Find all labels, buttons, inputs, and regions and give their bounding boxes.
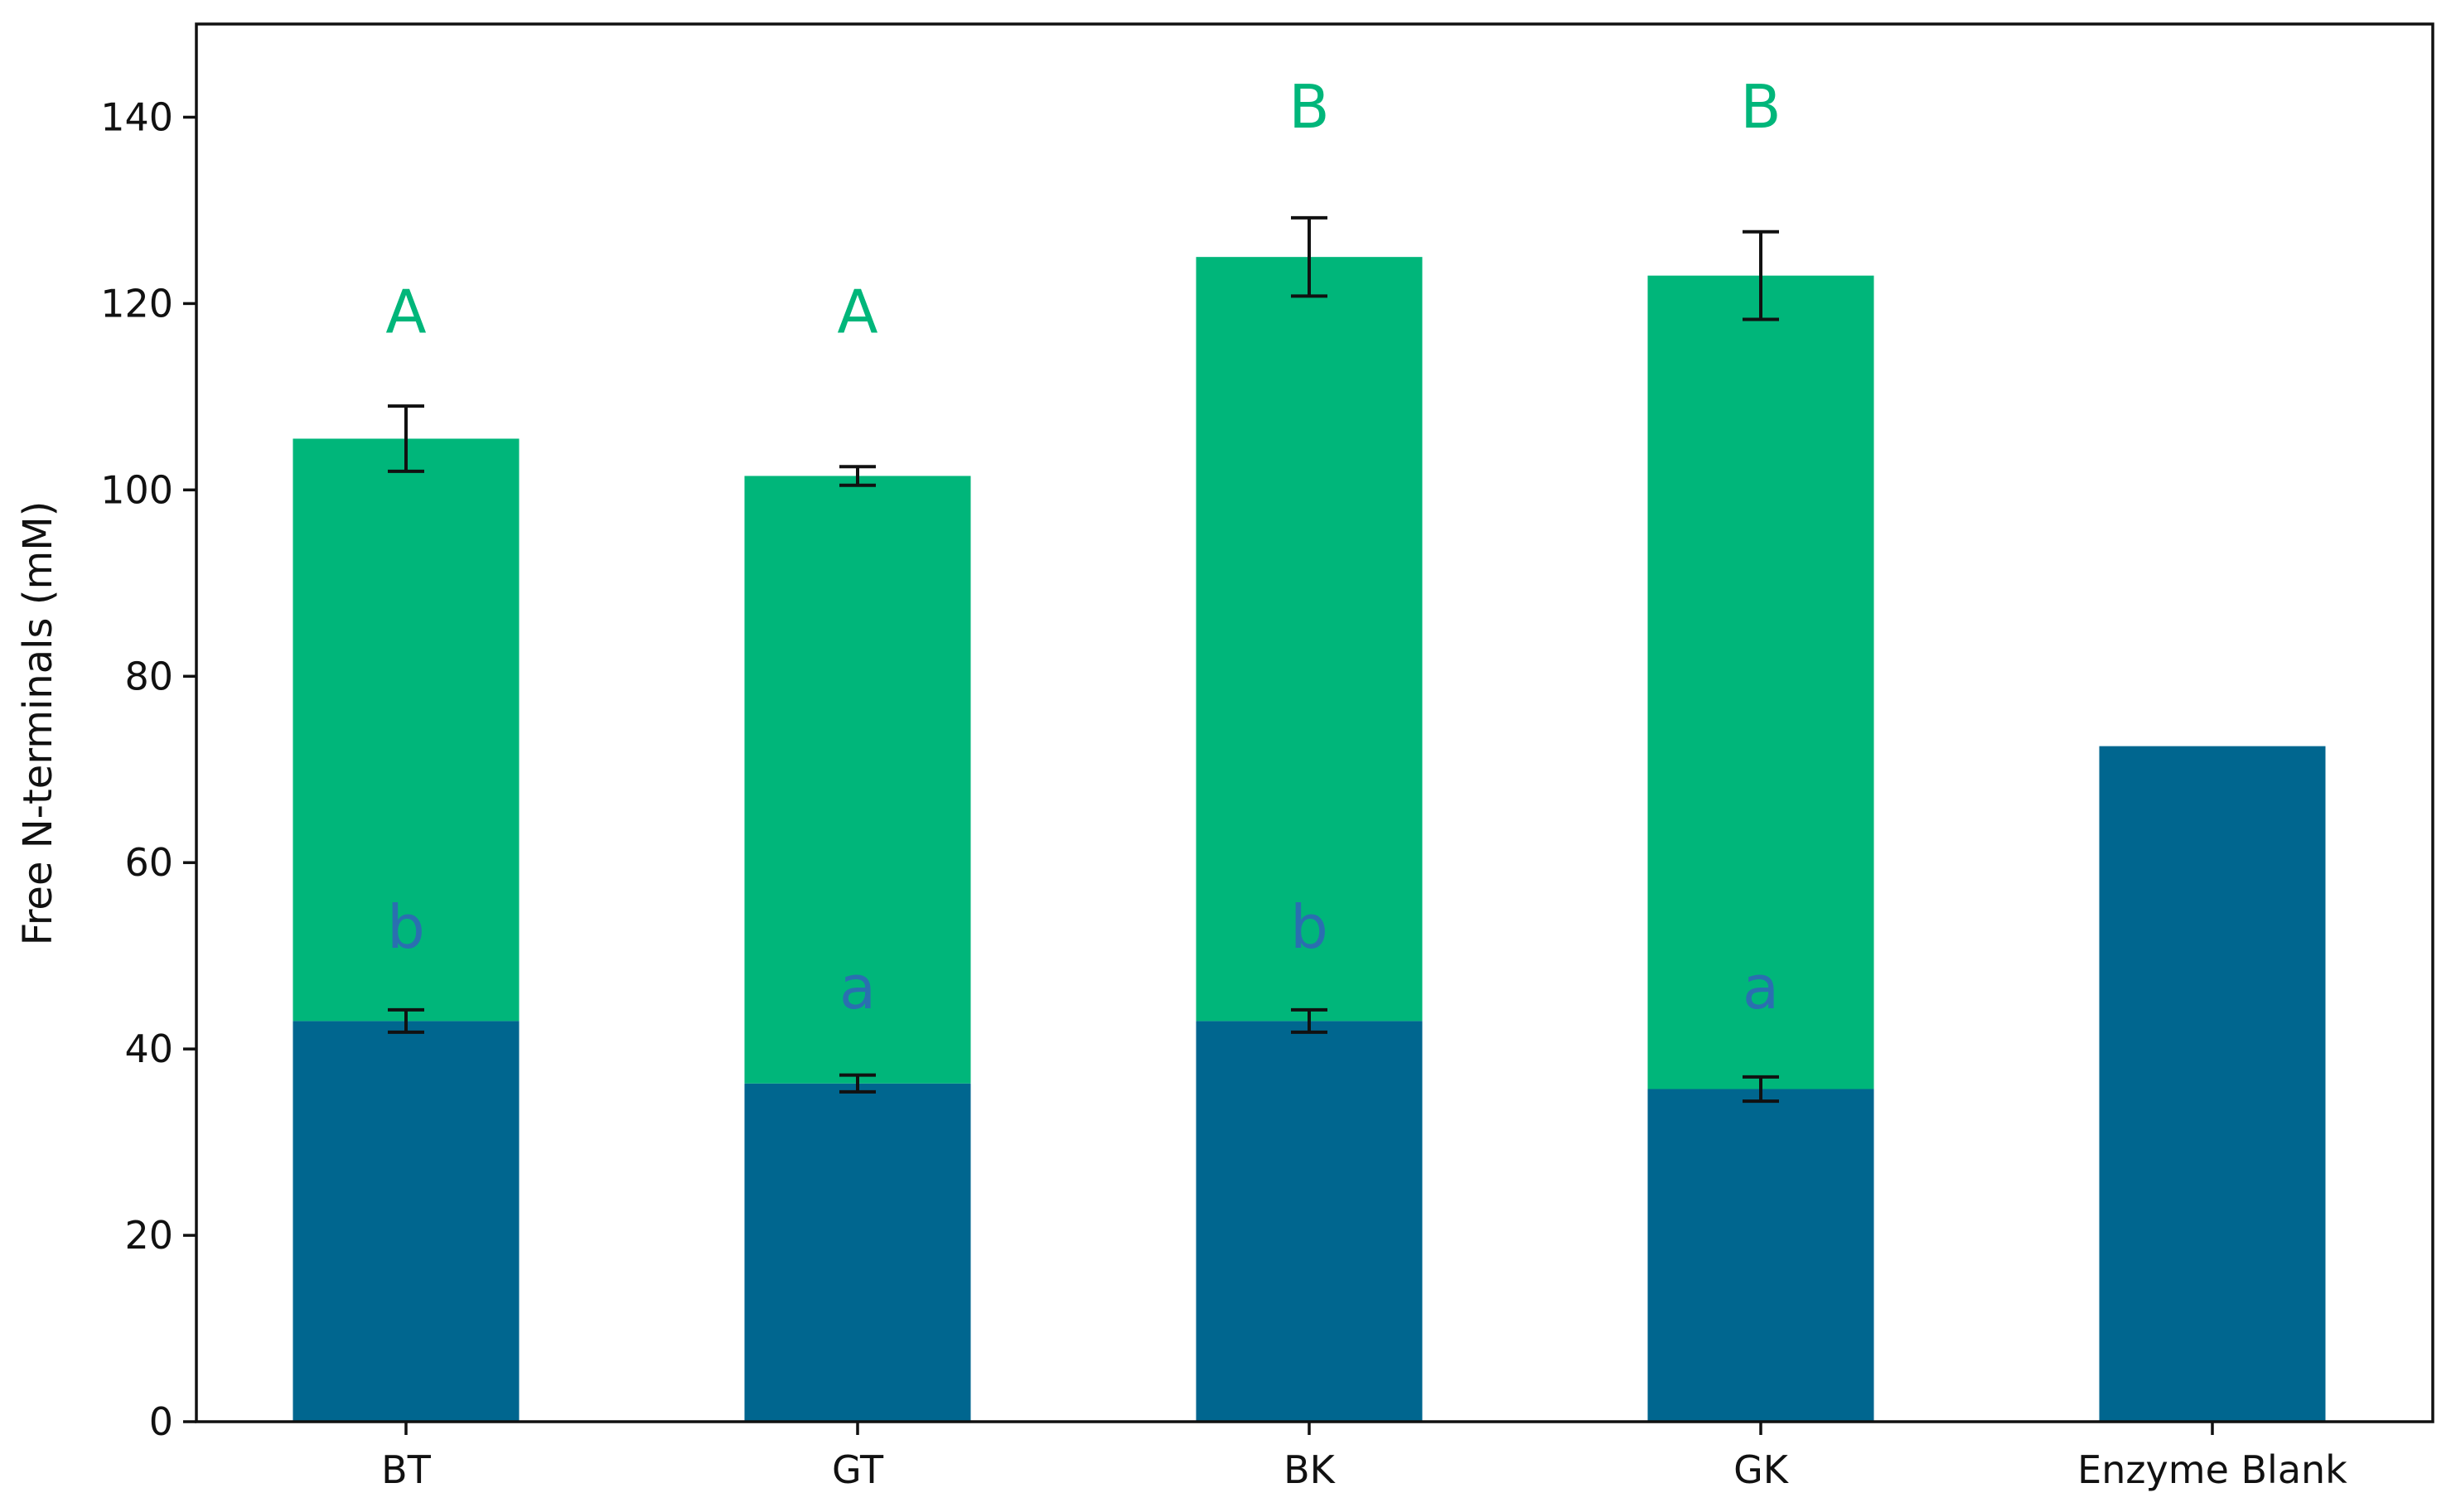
bar-gt-series-0 bbox=[744, 1083, 971, 1422]
bar-series-1 bbox=[292, 257, 1874, 1089]
y-tick-label: 80 bbox=[124, 654, 173, 698]
error-bars bbox=[388, 215, 1779, 1104]
significance-letter-gk-series-1: B bbox=[1740, 72, 1781, 142]
bar-series-0 bbox=[292, 746, 2326, 1422]
significance-letter-bt-series-0: b bbox=[387, 892, 425, 962]
x-axis: BT GT BK GK Enzyme Blank bbox=[381, 1422, 2347, 1492]
significance-letter-gt-series-1: A bbox=[837, 278, 877, 347]
y-tick-label: 140 bbox=[100, 94, 173, 139]
bar-bt-series-0 bbox=[292, 1021, 520, 1422]
error-bar-gk-series-0 bbox=[1743, 1075, 1779, 1104]
significance-letter-gt-series-0: a bbox=[839, 953, 876, 1022]
error-bar-gt-series-0 bbox=[839, 1073, 876, 1094]
bar-gk-series-0 bbox=[1647, 1089, 1874, 1422]
bar-gk-series-1 bbox=[1647, 275, 1874, 1089]
x-tick-label: Enzyme Blank bbox=[2077, 1447, 2347, 1492]
bar-enzyme-blank-series-0 bbox=[2099, 746, 2326, 1422]
y-tick-label: 120 bbox=[100, 281, 173, 326]
significance-letter-bk-series-1: B bbox=[1288, 72, 1329, 142]
significance-letter-gk-series-0: a bbox=[1743, 953, 1779, 1022]
x-tick-label: GK bbox=[1733, 1447, 1790, 1492]
error-bar-gt-series-1 bbox=[839, 465, 876, 487]
bar-bk-series-0 bbox=[1196, 1021, 1423, 1422]
bar-bk-series-1 bbox=[1196, 257, 1423, 1022]
y-tick-label: 0 bbox=[149, 1399, 173, 1444]
x-tick-label: BT bbox=[381, 1447, 432, 1492]
significance-letters: b a b a A A B B bbox=[385, 72, 1781, 1022]
y-axis: 0 20 40 60 80 100 120 140 bbox=[100, 94, 196, 1444]
bar-gt-series-1 bbox=[744, 476, 971, 1084]
y-tick-label: 40 bbox=[124, 1027, 173, 1071]
y-tick-label: 20 bbox=[124, 1213, 173, 1258]
y-tick-label: 60 bbox=[124, 840, 173, 885]
error-bar-bk-series-1 bbox=[1291, 215, 1327, 298]
x-tick-label: BK bbox=[1284, 1447, 1337, 1492]
significance-letter-bt-series-1: A bbox=[385, 278, 426, 347]
significance-letter-bk-series-0: b bbox=[1290, 892, 1328, 962]
chart-marks: b a b a A A B B bbox=[292, 72, 2326, 1422]
y-axis-title: Free N-terminals (mM) bbox=[15, 501, 61, 946]
y-tick-label: 100 bbox=[100, 467, 173, 512]
plot-frame bbox=[195, 22, 2434, 1423]
error-bar-bt-series-0 bbox=[388, 1007, 424, 1034]
x-tick-label: GT bbox=[832, 1447, 884, 1492]
error-bar-bk-series-0 bbox=[1291, 1007, 1327, 1034]
error-bar-gk-series-1 bbox=[1743, 229, 1779, 321]
bar-bt-series-1 bbox=[292, 438, 520, 1022]
error-bar-bt-series-1 bbox=[388, 404, 424, 473]
